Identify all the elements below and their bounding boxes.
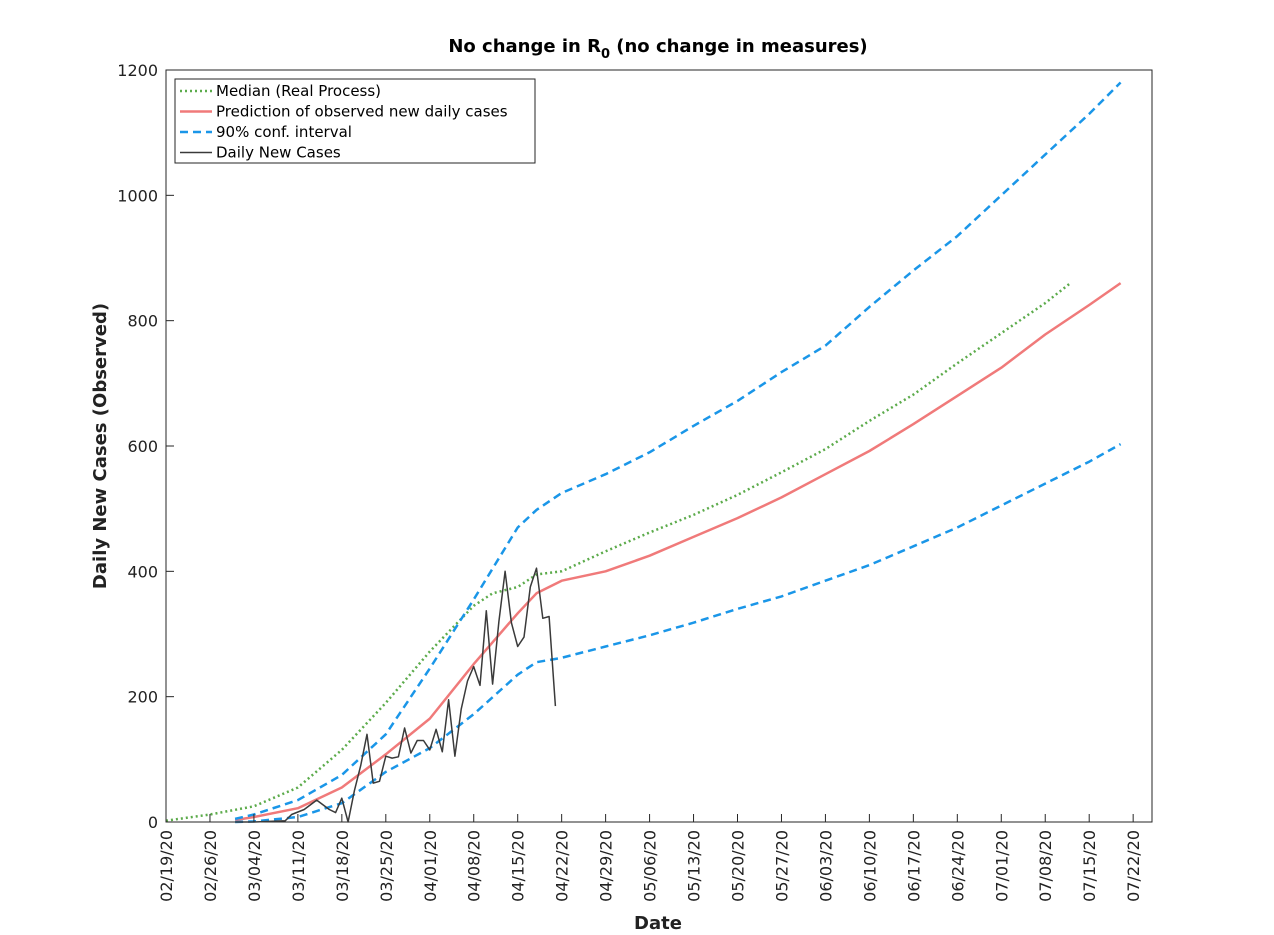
x-tick-label: 06/03/20 [816, 830, 835, 902]
legend-box [174, 78, 536, 164]
y-tick-label: 600 [127, 437, 158, 456]
x-tick-label: 05/27/20 [772, 830, 791, 902]
y-tick-label: 200 [127, 688, 158, 707]
series-line-2 [234, 81, 1122, 821]
series-layer [165, 81, 1122, 824]
y-tick-label: 800 [127, 312, 158, 331]
x-tick-label: 06/17/20 [904, 830, 923, 902]
legend: Median (Real Process) Prediction of obser… [174, 78, 536, 164]
x-tick-label: 04/08/20 [465, 830, 484, 902]
y-tick-label: 1200 [117, 61, 158, 80]
x-tick-label: 03/04/20 [245, 830, 264, 902]
x-tick-label: 06/10/20 [860, 830, 879, 902]
y-tick-label: 400 [127, 562, 158, 581]
legend-label: 90% conf. interval [216, 123, 352, 141]
series-line-3 [235, 443, 1122, 824]
y-tick-label: 1000 [117, 186, 158, 205]
x-tick-label: 02/26/20 [201, 830, 220, 902]
x-tick-label: 04/29/20 [597, 830, 616, 902]
plot-area: 0 200 400 600 800 1000 1200 02/19/20 02/26/20 03… [117, 61, 1153, 902]
chart-title: No change in R0 (no change in measures) [448, 36, 867, 62]
legend-label: Median (Real Process) [216, 82, 381, 100]
legend-label: Prediction of observed new daily cases [216, 103, 508, 121]
chart-title-main: No change in R [448, 36, 601, 57]
x-tick-label: 06/24/20 [948, 830, 967, 902]
x-tick-label: 04/01/20 [421, 830, 440, 902]
x-tick-label: 03/18/20 [333, 830, 352, 902]
x-tick-label: 02/19/20 [157, 830, 176, 902]
y-axis-label: Daily New Cases (Observed) [90, 303, 111, 589]
x-tick-label: 03/11/20 [289, 830, 308, 902]
chart-title-rest: (no change in measures) [610, 36, 868, 57]
legend-items: Median (Real Process) Prediction of obser… [180, 82, 508, 162]
x-tick-label: 07/01/20 [992, 830, 1011, 902]
x-tick-label: 05/20/20 [729, 830, 748, 902]
x-tick-label: 05/13/20 [685, 830, 704, 902]
x-tick-label: 04/15/20 [509, 830, 528, 902]
chart-title-subscript: 0 [601, 47, 610, 62]
x-axis-ticks: 02/19/20 02/26/20 03/04/20 03/11/20 03/18/20… [157, 814, 1143, 902]
x-tick-label: 07/15/20 [1080, 830, 1099, 902]
series-line-4 [235, 567, 557, 823]
x-tick-label: 03/25/20 [377, 830, 396, 902]
x-tick-label: 07/22/20 [1124, 830, 1143, 902]
legend-label: Daily New Cases [216, 144, 341, 162]
y-axis-ticks: 0 200 400 600 800 1000 1200 [117, 61, 174, 832]
x-tick-label: 04/22/20 [553, 830, 572, 902]
x-tick-label: 05/06/20 [641, 830, 660, 902]
x-tick-label: 07/08/20 [1036, 830, 1055, 902]
series-line-0 [165, 282, 1072, 822]
y-tick-label: 0 [148, 813, 158, 832]
x-axis-label: Date [634, 913, 682, 934]
